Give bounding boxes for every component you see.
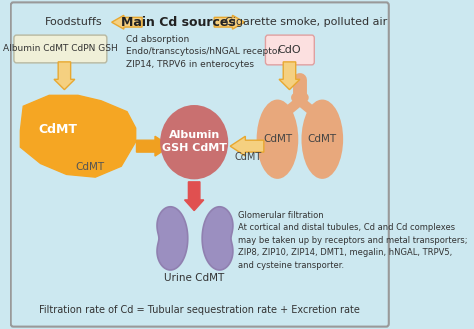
Text: Albumin: Albumin — [169, 130, 220, 140]
Text: CdMT: CdMT — [235, 152, 262, 162]
Text: Cd absorption
Endo/transcytosis/hNGAL receptor
ZIP14, TRPV6 in enterocytes: Cd absorption Endo/transcytosis/hNGAL re… — [126, 35, 281, 69]
Text: CdO: CdO — [278, 45, 301, 55]
Polygon shape — [202, 207, 233, 270]
Text: Filtration rate of Cd = Tubular sequestration rate + Excretion rate: Filtration rate of Cd = Tubular sequestr… — [39, 305, 360, 315]
Text: CdMT: CdMT — [263, 134, 292, 144]
Text: Albumin CdMT CdPN GSH: Albumin CdMT CdPN GSH — [3, 44, 118, 54]
Text: Main Cd sources: Main Cd sources — [121, 16, 236, 29]
Ellipse shape — [160, 105, 228, 179]
Polygon shape — [112, 15, 142, 29]
Polygon shape — [157, 207, 188, 270]
Text: GSH CdMT: GSH CdMT — [162, 143, 227, 153]
Ellipse shape — [256, 100, 298, 179]
Text: CdMT: CdMT — [75, 162, 105, 172]
Text: CdMT: CdMT — [308, 134, 337, 144]
Text: CdMT: CdMT — [38, 123, 77, 136]
Text: Glomerular filtration
At cortical and distal tubules, Cd and Cd complexes
may be: Glomerular filtration At cortical and di… — [238, 211, 468, 269]
Polygon shape — [184, 182, 204, 211]
Polygon shape — [279, 62, 300, 89]
Polygon shape — [54, 62, 75, 89]
Text: Urine CdMT: Urine CdMT — [164, 273, 224, 283]
FancyBboxPatch shape — [14, 35, 107, 63]
FancyBboxPatch shape — [11, 2, 389, 327]
Text: Foodstuffs: Foodstuffs — [45, 17, 103, 27]
Polygon shape — [137, 136, 170, 156]
Polygon shape — [214, 15, 245, 29]
Polygon shape — [230, 136, 264, 156]
Polygon shape — [20, 95, 136, 177]
Text: Cigarette smoke, polluted air: Cigarette smoke, polluted air — [225, 17, 387, 27]
FancyBboxPatch shape — [265, 35, 314, 65]
Ellipse shape — [301, 100, 343, 179]
